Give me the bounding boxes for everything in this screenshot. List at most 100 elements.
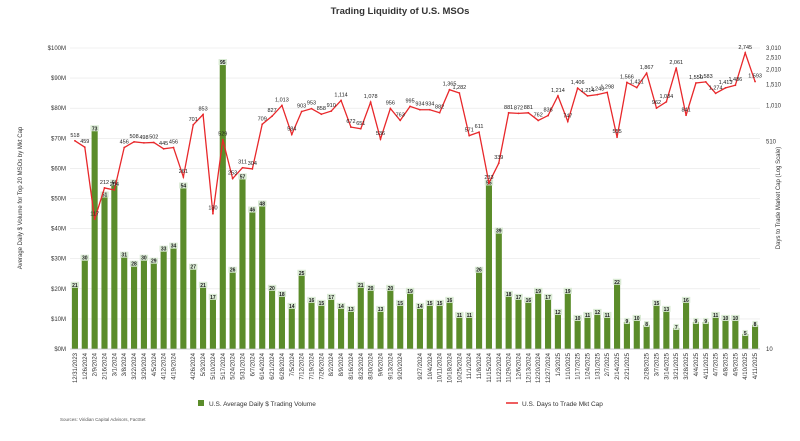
bar-label: 11 [457,313,463,319]
line-point [320,113,323,116]
bar-label: 10 [733,316,739,322]
x-tick-label: 11/22/2024 [497,352,503,382]
line-point [162,147,165,150]
line-point [389,107,392,110]
line-point [478,131,480,134]
x-tick-label: 1/10/2025 [566,352,572,379]
x-tick-label: 4/10/2025 [743,352,749,379]
bar [397,303,404,349]
line-label: 995 [405,98,414,104]
line-point [271,115,273,118]
bar [111,183,118,349]
line-label: 956 [386,100,395,106]
bar-label-bg [169,242,178,249]
bar-label: 18 [506,292,512,298]
bar [91,129,98,349]
line-label: 953 [307,101,316,107]
bar [357,285,364,349]
line-label: 841 [681,107,690,113]
line-point [754,80,756,83]
line-point [202,113,204,116]
x-tick-label: 4/5/2024 [152,352,158,376]
bar-label-bg [681,296,691,303]
x-tick-label: 6/21/2024 [270,352,276,379]
bar-label: 30 [82,256,88,262]
x-tick-label: 5/3/2024 [201,352,207,376]
line-label: 536 [376,131,385,137]
x-tick-label: 11/8/2024 [477,352,483,379]
line-point [576,87,579,90]
y-tick-label: $20M [51,287,66,293]
bar-label-bg [534,287,543,294]
bar-label-bg [198,281,208,288]
bar-label-bg [445,296,454,303]
bar [180,186,187,349]
bar-label: 26 [230,268,236,274]
line-label: 836 [543,108,552,114]
line-label: 1,214 [581,88,595,94]
line-point [458,92,461,94]
bar-label-bg [644,320,650,327]
bar [328,297,335,349]
bar-label: 22 [614,280,620,286]
x-tick-label: 2/7/2025 [605,352,611,376]
bar-label-bg [514,293,523,300]
bar [229,270,236,349]
bar [535,291,542,349]
bar-label: 19 [535,289,541,295]
bar-label-bg [563,287,572,294]
bar [584,315,591,349]
line-label: 1,013 [275,97,289,103]
line-point [675,67,678,69]
bar [515,297,522,349]
bar-label-bg [346,305,356,312]
x-tick-label: 7/5/2024 [290,352,296,376]
bar-label: 12 [595,310,601,316]
bar-label: 39 [496,229,502,235]
line-point [586,94,589,97]
line-point [143,141,145,144]
line-point [330,110,333,112]
x-tick-label: 2/28/2025 [645,352,651,379]
line-point [606,91,609,94]
bar-label: 21 [200,283,206,289]
bar [209,297,216,349]
bar [752,324,759,349]
bar [318,303,325,349]
line-point [113,189,116,191]
bar-label-bg [179,182,188,189]
x-tick-label: 3/1/2024 [112,352,118,376]
x-tick-label: 11/1/2024 [467,352,473,379]
bar [485,183,492,349]
bar-label: 16 [447,298,453,304]
bar-label-bg [90,125,99,132]
bar-label-bg [297,269,306,276]
bar-label-bg [612,278,622,285]
x-axis-ticks: 12/31/2023 1/26/2024 2/9/2024 2/16/2024 3/1/… [73,352,759,383]
line-label: 261 [179,169,188,175]
x-tick-label: 12/6/2024 [517,352,523,379]
series-line [74,50,756,220]
bar [190,267,197,349]
line-point [290,133,293,136]
line-point [379,138,382,140]
bar-label: 51 [102,192,108,198]
bar-label-bg [624,317,630,324]
y-axis-ticks: $0M $10M $20M $30M $40M $50M $60M $70M $80M $90M $… [48,46,66,353]
bar-label-bg [238,173,247,180]
bar-label: 27 [190,265,196,271]
bar-label-bg [277,290,287,297]
bar-label-bg [455,311,464,318]
y2-tick-label: 1,510 [766,82,782,88]
bar-label: 15 [437,301,443,307]
line-point [221,138,224,141]
x-tick-label: 1/17/2025 [576,352,582,379]
line-point [103,187,106,189]
bar [476,270,483,349]
bar-label: 28 [131,262,137,268]
bar-label: 16 [526,298,532,304]
bar [554,312,561,349]
bar-label-bg [327,293,336,300]
x-tick-label: 10/4/2024 [428,352,434,379]
